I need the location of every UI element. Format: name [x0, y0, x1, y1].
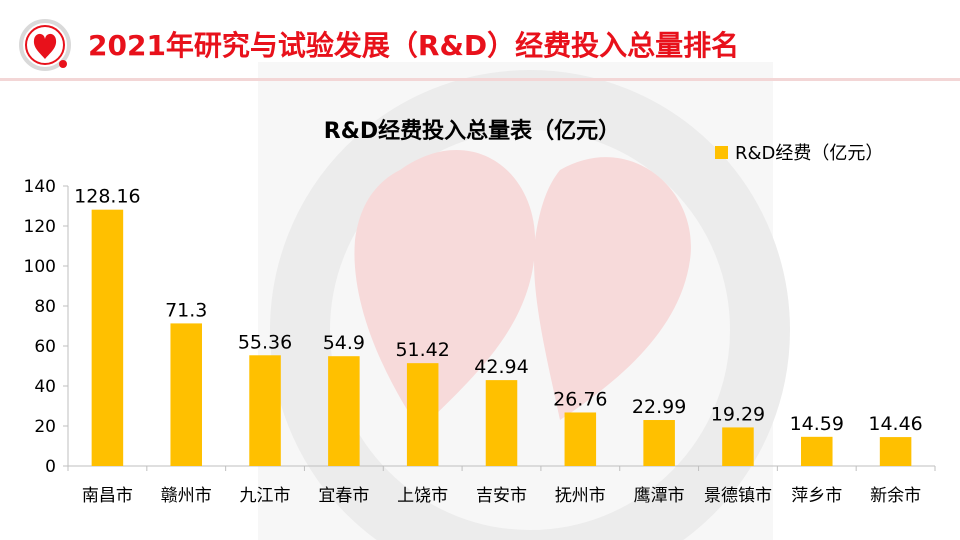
y-tick-label: 0: [45, 457, 56, 477]
x-tick-label: 九江市: [240, 486, 291, 506]
y-tick-label: 100: [24, 257, 56, 277]
data-label: 22.99: [632, 396, 686, 418]
chart-title: R&D经费投入总量表（亿元）: [324, 118, 620, 144]
x-tick-label: 宜春市: [318, 486, 369, 506]
data-label: 54.9: [323, 332, 365, 354]
x-tick-label: 赣州市: [161, 486, 212, 506]
bar: [328, 356, 360, 466]
data-label: 55.36: [238, 331, 292, 353]
x-tick-label: 南昌市: [82, 486, 133, 506]
y-tick-label: 20: [34, 417, 56, 437]
bar: [485, 380, 518, 466]
page-title: 2021年研究与试验发展（R&D）经费投入总量排名: [88, 29, 740, 62]
title-divider: [0, 78, 960, 81]
bar: [722, 427, 754, 466]
bar: [91, 209, 124, 466]
y-tick-label: 120: [24, 217, 56, 237]
x-tick-label: 景德镇市: [704, 486, 772, 506]
legend-label: R&D经费（亿元）: [735, 143, 883, 164]
x-tick-label: 吉安市: [476, 486, 527, 506]
data-label: 19.29: [711, 403, 765, 425]
bar: [801, 436, 833, 466]
data-label: 51.42: [395, 339, 449, 361]
y-tick-label: 140: [24, 177, 56, 197]
data-label: 71.3: [165, 299, 207, 321]
data-label: 26.76: [553, 388, 607, 410]
x-tick-label: 鹰潭市: [634, 486, 685, 506]
bar: [643, 420, 675, 466]
y-tick-label: 60: [34, 337, 56, 357]
bar: [879, 437, 912, 466]
data-label: 14.46: [868, 413, 922, 435]
x-tick-label: 抚州市: [555, 486, 606, 506]
chart-bars: 128.16 71.3 55.36 54.9 51.42 42.94 26.76 22.99 1…: [74, 186, 923, 466]
y-tick-label: 80: [34, 297, 56, 317]
x-tick-label: 萍乡市: [791, 486, 842, 506]
bar: [170, 323, 202, 466]
chart-legend: R&D经费（亿元）: [715, 143, 883, 164]
data-label: 14.59: [790, 413, 844, 435]
legend-swatch: [715, 146, 728, 159]
bar: [249, 355, 281, 466]
x-tick-label: 新余市: [870, 486, 921, 506]
x-tick-label: 上饶市: [397, 486, 448, 506]
bar: [406, 363, 439, 466]
y-tick-label: 40: [34, 377, 56, 397]
bar: [564, 412, 597, 466]
data-label: 42.94: [474, 356, 528, 378]
data-label: 128.16: [74, 186, 140, 208]
chart-axes: 0 20 40 60 80 100 120 140 南昌市 赣州市 九江市 宜春市 上饶市 吉安市 抚州市 鹰…: [24, 177, 936, 506]
heart-gear-logo-icon: [19, 19, 71, 71]
